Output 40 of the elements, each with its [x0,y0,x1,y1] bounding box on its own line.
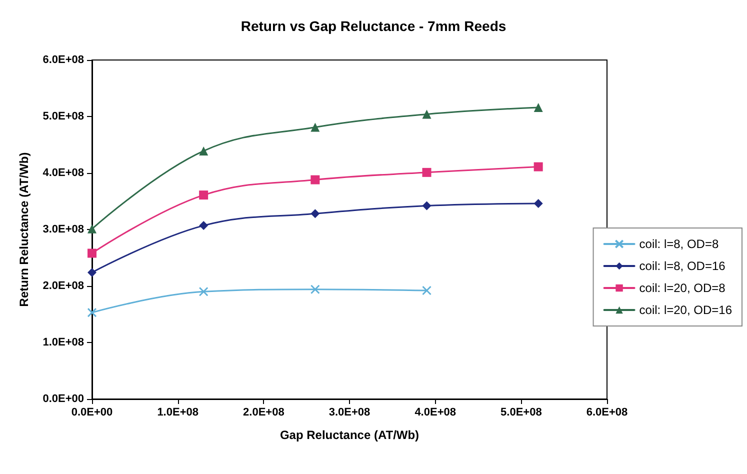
point [310,284,320,294]
point [534,102,543,112]
legend-label: coil: l=8, OD=8 [639,237,719,251]
legend-label: coil: l=20, OD=16 [639,303,732,317]
point [534,162,543,172]
legend-label: coil: l=8, OD=16 [639,259,726,273]
point [422,110,432,119]
x-tick-label: 0.0E+00 [71,406,113,418]
x-axis-title: Gap Reluctance (AT/Wb) [280,428,420,442]
x-tick-label: 6.0E+08 [586,406,628,418]
x-tick-label: 4.0E+08 [414,406,456,418]
x-tick-label: 2.0E+08 [243,406,284,418]
x-tick-label: 5.0E+08 [500,406,542,418]
point [422,201,432,210]
point [198,286,208,296]
x-tick-label: 1.0E+08 [157,406,198,418]
y-tick-label: 5.0E+08 [42,110,84,122]
y-tick-label: 4.0E+08 [42,167,84,179]
point [88,248,96,258]
point [199,190,208,200]
point [310,209,320,218]
y-tick-label: 3.0E+08 [42,224,84,236]
point [199,221,208,230]
point [310,122,320,132]
y-tick-label: 6.0E+08 [42,54,84,66]
y-tick-label: 0.0E+00 [42,393,84,405]
y-tick-label: 1.0E+08 [42,336,84,348]
point [310,175,320,184]
point [422,286,432,296]
point [88,268,96,277]
point [88,224,96,234]
y-tick-label: 2.0E+08 [42,280,84,292]
point [422,168,432,177]
y-axis-title: Return Reluctance (AT/Wb) [17,152,31,307]
legend-label: coil: l=20, OD=8 [639,281,726,295]
chart-title: Return vs Gap Reluctance - 7mm Reeds [240,18,506,34]
point [199,146,208,156]
point [87,308,97,318]
x-tick-label: 3.0E+08 [328,406,370,418]
point [534,199,543,208]
